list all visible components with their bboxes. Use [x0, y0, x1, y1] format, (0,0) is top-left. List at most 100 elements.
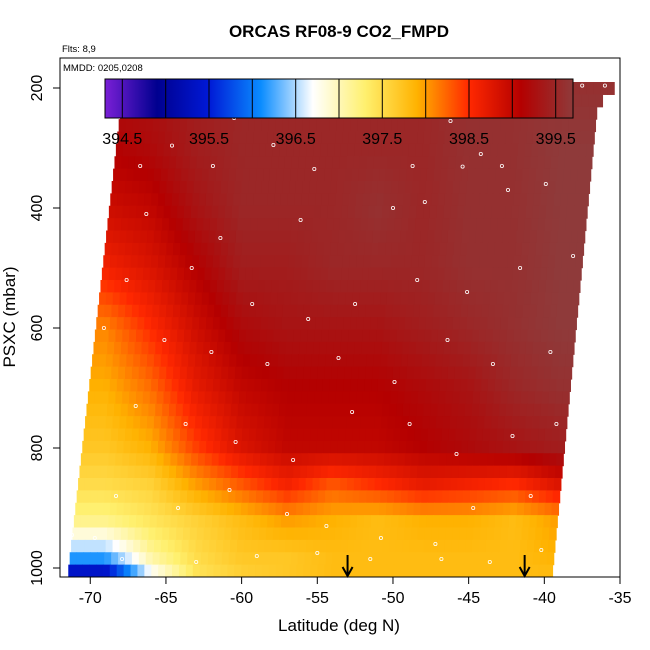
heatmap-cell [295, 379, 303, 392]
heatmap-cell [524, 218, 532, 232]
heatmap-cell [457, 205, 465, 219]
heatmap-cell [254, 502, 263, 516]
heatmap-cell [200, 242, 208, 256]
heatmap-cell [265, 143, 274, 157]
heatmap-cell [441, 564, 450, 577]
heatmap-cell [291, 478, 300, 491]
heatmap-cell [420, 366, 428, 380]
heatmap-cell [405, 379, 413, 392]
heatmap-cell [241, 304, 250, 318]
heatmap-cell [471, 341, 479, 355]
heatmap-cell [82, 502, 90, 516]
track-point [439, 557, 444, 562]
heatmap-cell [276, 490, 285, 504]
heatmap-cell [149, 515, 158, 529]
heatmap-cell [211, 143, 219, 157]
heatmap-cell [335, 391, 343, 405]
heatmap-cell [341, 329, 350, 343]
heatmap-cell [561, 403, 569, 417]
heatmap-cell [253, 131, 261, 145]
heatmap-cell [563, 168, 571, 182]
heatmap-cell [296, 304, 304, 318]
heatmap-cell [255, 366, 264, 380]
heatmap-cell [445, 527, 454, 541]
track-point [554, 421, 559, 426]
heatmap-cell [485, 403, 493, 417]
heatmap-cell [376, 391, 385, 405]
heatmap-cell [257, 218, 266, 232]
heatmap-cell [484, 416, 492, 430]
heatmap-cell [208, 292, 217, 306]
heatmap-cell [182, 156, 191, 170]
heatmap-cell [380, 218, 389, 232]
heatmap-cell [332, 156, 341, 170]
heatmap-cell [163, 329, 171, 343]
heatmap-cell [532, 205, 540, 219]
heatmap-cell [338, 230, 346, 244]
heatmap-cell [189, 280, 197, 293]
heatmap-cell [427, 564, 436, 577]
heatmap-cell [120, 527, 129, 541]
heatmap-cell [159, 242, 167, 256]
heatmap-cell [194, 168, 203, 182]
heatmap-cell [478, 267, 486, 281]
heatmap-cell [451, 193, 460, 207]
heatmap-cell [354, 539, 362, 553]
heatmap-cell [256, 230, 264, 244]
heatmap-cell [406, 366, 415, 380]
heatmap-cell [481, 440, 490, 454]
heatmap-cell [195, 292, 203, 306]
heatmap-cell [361, 341, 369, 355]
heatmap-cell [304, 230, 312, 244]
heatmap-cell [94, 515, 103, 529]
heatmap-cell [225, 267, 233, 281]
heatmap-cell [457, 478, 465, 491]
heatmap-cell [295, 440, 304, 454]
heatmap-cell [422, 478, 431, 491]
heatmap-cell [463, 416, 472, 430]
heatmap-cell [387, 416, 396, 430]
heatmap-cell [144, 131, 152, 145]
heatmap-cell [251, 341, 259, 355]
heatmap-cell [522, 515, 531, 529]
heatmap-cell [553, 267, 562, 281]
heatmap-cell [455, 564, 464, 577]
heatmap-cell [310, 168, 319, 182]
heatmap-cell [288, 440, 297, 454]
heatmap-cell [564, 230, 572, 244]
heatmap-cell [338, 292, 347, 306]
heatmap-cell [529, 515, 538, 529]
heatmap-cell [90, 366, 99, 380]
heatmap-cell [198, 453, 206, 467]
heatmap-cell [222, 292, 230, 306]
heatmap-cell [246, 255, 255, 269]
heatmap-cell [424, 391, 433, 405]
heatmap-cell [503, 502, 511, 516]
heatmap-cell [90, 490, 98, 504]
heatmap-cell [419, 242, 427, 256]
track-point [124, 277, 129, 282]
heatmap-cell [149, 329, 158, 343]
heatmap-cell [158, 255, 166, 269]
heatmap-cell [181, 292, 189, 306]
heatmap-cell [441, 428, 450, 442]
heatmap-cell [266, 267, 274, 281]
heatmap-cell [345, 292, 354, 306]
x-tick-label: -55 [306, 590, 329, 607]
heatmap-cell [429, 552, 437, 566]
heatmap-cell [299, 280, 307, 293]
heatmap-cell [265, 465, 274, 479]
heatmap-cell [162, 465, 170, 479]
heatmap-cell [337, 440, 345, 454]
heatmap-cell [301, 131, 309, 145]
track-point [209, 349, 214, 354]
heatmap-cell [432, 515, 441, 529]
heatmap-cell [464, 131, 473, 145]
heatmap-cell [520, 465, 529, 479]
heatmap-cell [407, 564, 415, 577]
heatmap-cell [419, 515, 427, 529]
heatmap-cell [573, 131, 582, 145]
heatmap-cell [459, 181, 468, 194]
heatmap-cell [495, 440, 504, 454]
heatmap-cell [218, 515, 227, 529]
